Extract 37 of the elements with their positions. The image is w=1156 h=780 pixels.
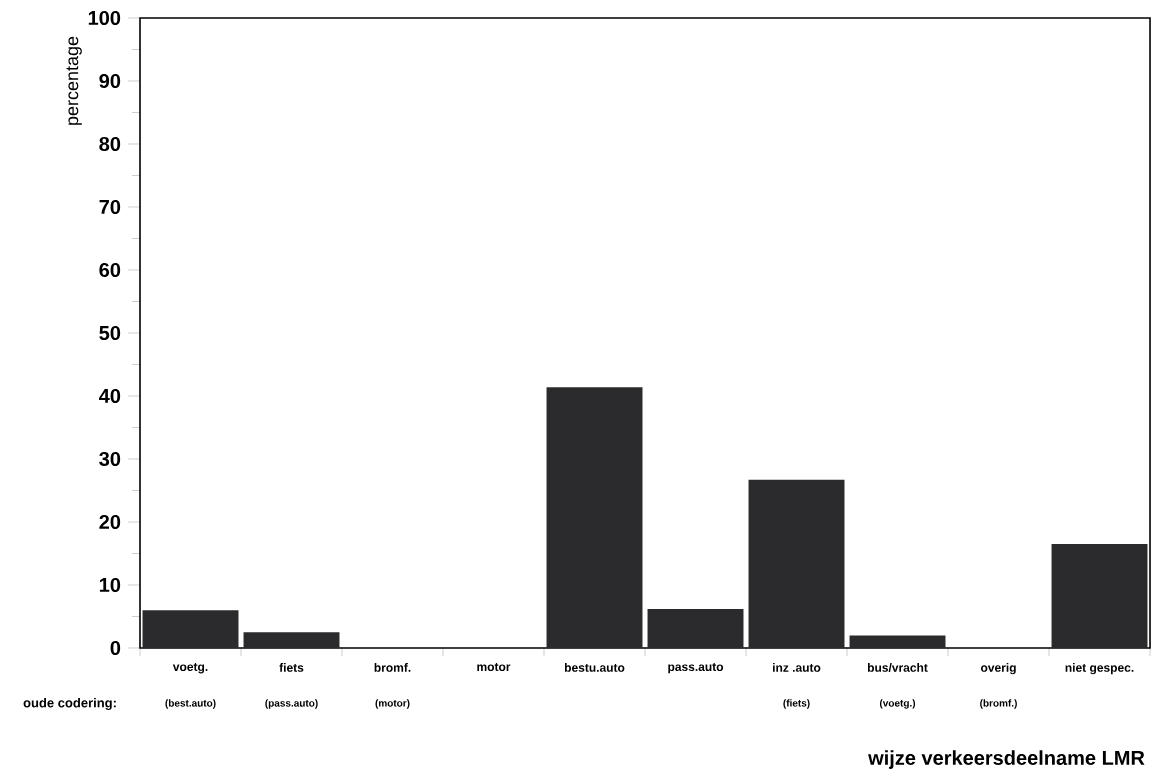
text: oude codering:	[23, 697, 116, 711]
x-tick-label: inz .auto	[773, 663, 821, 672]
x-tick-label: niet gespec.	[1065, 663, 1134, 675]
bar	[546, 387, 643, 648]
x-tick-label: bestu.auto	[564, 663, 625, 672]
y-tick-label: 30	[99, 451, 121, 467]
x-tick-label: overig	[980, 663, 1016, 675]
y-tick-label: 10	[99, 577, 121, 593]
x-tick-label: bus/vracht	[867, 663, 928, 672]
bar	[142, 610, 239, 648]
text: (voetg.)	[879, 699, 916, 709]
y-tick-label: 50	[99, 325, 121, 341]
y-tick-label: 90	[99, 73, 121, 89]
text: (best.auto)	[165, 699, 216, 709]
x-tick-label: pass.auto	[668, 663, 724, 674]
x-axis-title: wijze verkeersdeelname LMR	[868, 750, 1145, 769]
x-tick-label: fiets	[279, 663, 304, 672]
x-tick-label: bromf.	[374, 663, 411, 672]
y-tick-label: 100	[88, 10, 121, 26]
y-tick-label: 20	[99, 514, 121, 530]
y-tick-label: 0	[110, 640, 121, 656]
bar	[1051, 544, 1148, 648]
bar	[849, 635, 946, 648]
y-tick-label: 40	[99, 388, 121, 404]
bar	[647, 608, 744, 648]
bar	[243, 632, 340, 648]
y-axis-title: percentage	[66, 36, 82, 125]
y-tick-label: 60	[99, 262, 121, 278]
x-tick-label: voetg.	[172, 663, 208, 674]
text: (pass.auto)	[265, 699, 318, 709]
y-tick-label: 70	[99, 199, 121, 215]
y-tick-label: 80	[99, 136, 121, 152]
x-tick-label: motor	[477, 663, 511, 672]
text: (fiets)	[783, 699, 810, 709]
bar	[748, 479, 845, 648]
text: (motor)	[375, 699, 410, 709]
text: (bromf.)	[980, 699, 1017, 709]
